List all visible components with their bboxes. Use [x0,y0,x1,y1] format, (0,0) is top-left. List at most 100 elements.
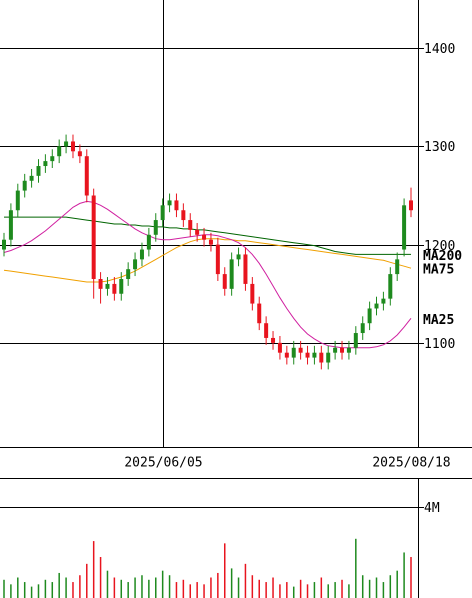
candle-body [208,239,213,245]
volume-bar [230,568,233,598]
volume-bar [334,582,336,598]
volume-bar [51,582,54,598]
volume-bar [389,575,392,598]
x-tick-label: 2025/08/18 [372,456,450,471]
candle-body [326,352,331,363]
candle-body [271,337,276,343]
y-tick-label: 1200 [424,239,455,254]
candle-body [15,190,20,211]
candle-body [133,259,138,270]
candle-body [36,166,41,176]
candle-body [215,244,220,275]
volume-bar [182,579,185,598]
volume-bar [313,582,316,598]
volume-bar [217,572,219,598]
candle-body [29,175,34,181]
volume-bar [113,577,116,598]
volume-bar [196,582,198,598]
candle-body [64,141,69,147]
candle-body [319,352,324,363]
ma-line [4,216,411,255]
candle-body [105,283,110,289]
volume-bar [3,579,5,598]
volume-bar [106,570,109,598]
candle-body [146,234,151,250]
ma-line [3,238,412,283]
candle-body [2,239,6,250]
y-tick-label: 1400 [424,42,455,57]
volume-bar [168,575,171,598]
candle-body [395,259,400,275]
legend-entry: MA200 [423,249,462,264]
volume-bar [134,577,136,598]
candle-body [139,249,144,260]
volume-bar [189,584,192,598]
volume-bar [368,579,371,598]
volume-bar [237,577,240,598]
candle-body [222,274,227,289]
volume-bar [258,579,260,598]
volume-bar [65,577,67,598]
volume-bar [37,584,40,598]
y-tick-label: 1100 [424,337,455,352]
candle-body [126,269,131,280]
candle-body [202,234,207,240]
volume-bar [161,570,164,598]
volume-bar [403,552,405,598]
candle-body [167,200,172,206]
volume-bar [223,543,226,598]
volume-bar [203,584,205,598]
candle-body [250,283,255,304]
candle-body [70,141,75,152]
volume-bar [175,582,178,598]
legend-entry: MA25 [423,313,454,328]
candle-body [22,180,27,191]
volume-bar [272,577,274,598]
volume-bar [99,557,102,598]
volume-bar [86,563,88,598]
candle-body [284,352,289,358]
volume-bar [292,586,295,598]
volume-bar [244,563,247,598]
volume-bar [355,538,357,598]
candle-body [346,347,351,353]
candle-body [153,220,158,235]
volume-bar [141,575,143,598]
candle-body [305,352,310,358]
volume-bar [251,575,254,598]
volume-bar [375,577,378,598]
candle-body [188,220,193,230]
candle-body [257,303,262,324]
volume-bar [306,584,309,598]
volume-bar [79,575,81,598]
candle-body [353,333,358,348]
candle-body [174,200,179,211]
volume-bar [210,577,212,598]
candle-body [298,347,303,353]
volume-bar [265,582,267,598]
candle-body [264,323,269,338]
volume-bar [30,586,33,598]
volume-bar [44,579,47,598]
candle-body [340,347,345,353]
y-tick-label: 1300 [424,140,455,155]
volume-bar [361,575,364,598]
volume-bar [72,582,74,598]
candle-body [98,279,103,289]
volume-bar [120,579,123,598]
x-tick-label: 2025/06/05 [124,456,202,471]
candle-body [402,205,407,250]
candle-body [409,200,413,211]
volume-bar [382,582,385,598]
volume-bar [92,541,95,598]
candle-body [312,352,317,358]
candle-body [77,151,82,157]
volume-bar [10,584,12,598]
volume-bar [396,570,398,598]
volume-bar [348,584,350,598]
candle-body [112,283,117,294]
candle-body [50,156,55,162]
y-tick-label: 4M [424,501,440,516]
volume-bar [127,582,129,598]
